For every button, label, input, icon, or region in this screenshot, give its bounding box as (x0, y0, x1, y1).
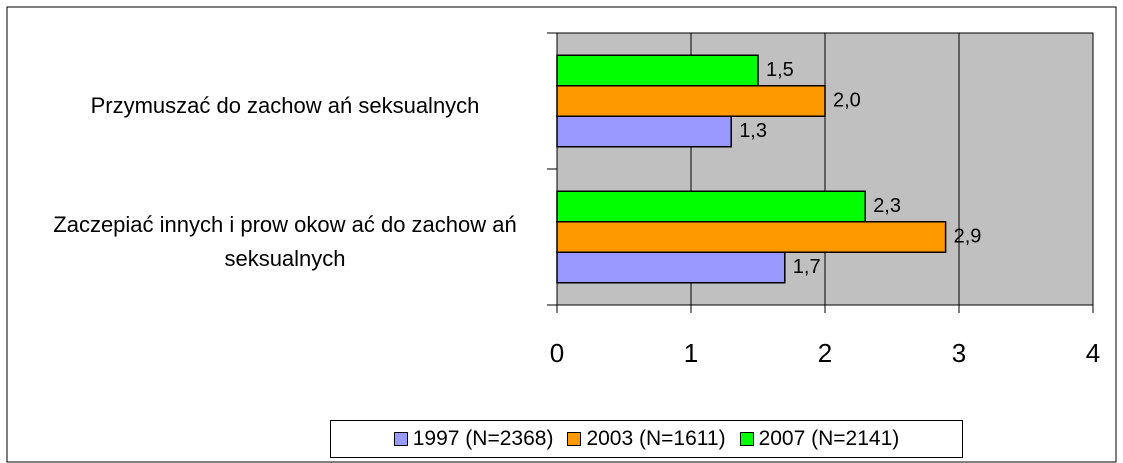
legend: 1997 (N=2368) 2003 (N=1611) 2007 (N=2141) (330, 420, 963, 458)
x-tick-label: 2 (818, 338, 832, 368)
value-label: 2,0 (833, 89, 861, 111)
category-label: Przymuszać do zachow ań seksualnych (90, 93, 480, 118)
x-tick-label: 1 (684, 338, 698, 368)
category-label: Zaczepiać innych i prow okow ać do zacho… (53, 212, 517, 271)
bar (556, 190, 866, 223)
value-label: 2,9 (954, 225, 982, 247)
bar (556, 221, 947, 253)
bar (556, 54, 759, 87)
bar (556, 115, 732, 148)
value-label: 1,5 (766, 59, 794, 81)
x-tick-label: 3 (952, 338, 966, 368)
legend-item: 1997 (N=2368) (393, 427, 554, 451)
legend-swatch (739, 432, 754, 446)
legend-label: 2003 (N=1611) (586, 427, 726, 450)
legend-label: 1997 (N=2368) (412, 427, 554, 450)
value-label: 1,7 (793, 256, 821, 278)
frame (6, 6, 1117, 463)
bar (556, 251, 786, 284)
value-label: 1,3 (739, 120, 767, 142)
value-label: 2,3 (873, 195, 901, 217)
legend-label: 2007 (N=2141) (758, 427, 900, 450)
bar (556, 85, 826, 117)
legend-swatch (567, 432, 582, 446)
legend-swatch (393, 432, 408, 446)
legend-item: 2003 (N=1611) (567, 427, 726, 451)
x-tick-label: 0 (550, 338, 564, 368)
legend-item: 2007 (N=2141) (739, 427, 900, 451)
x-tick-label: 4 (1086, 338, 1100, 368)
